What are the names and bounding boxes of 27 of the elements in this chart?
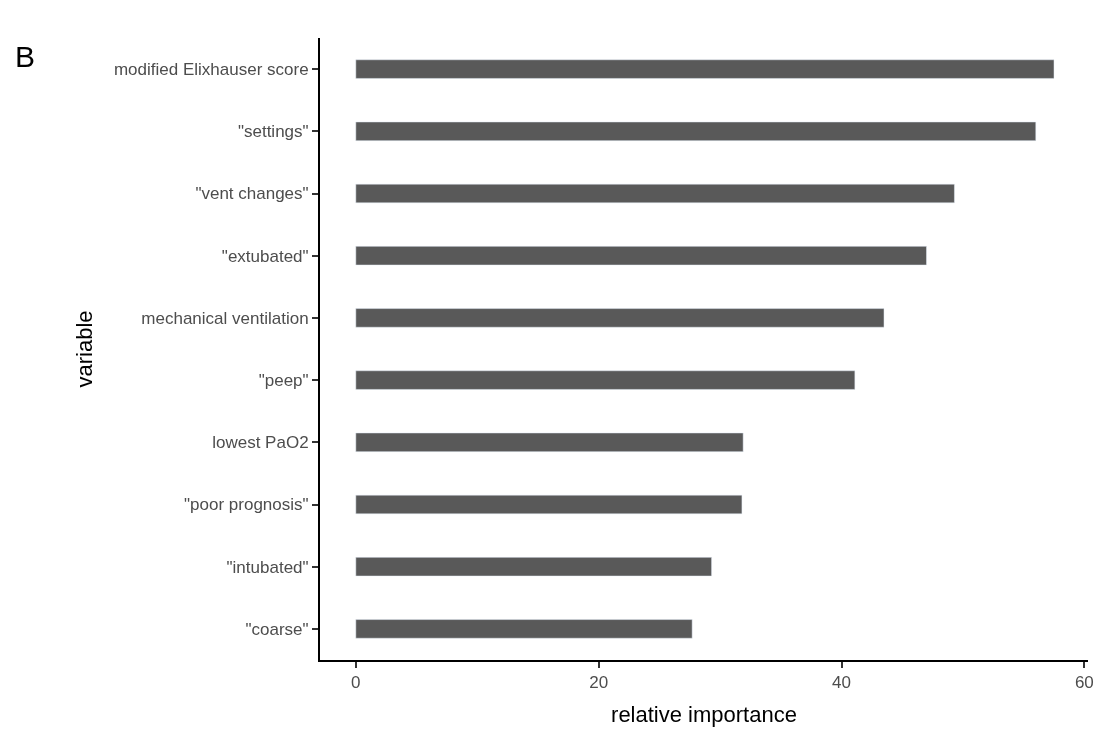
x-tick-label: 60 <box>1074 673 1094 693</box>
x-tick-label: 40 <box>832 673 851 693</box>
bar <box>355 557 712 577</box>
bar <box>355 432 744 452</box>
y-axis-title: variable <box>72 310 98 388</box>
y-tick-label: "extubated" <box>221 246 309 266</box>
text: B <box>15 40 36 73</box>
bar <box>355 308 885 328</box>
bar <box>355 494 743 515</box>
bar <box>355 370 856 390</box>
x-tick-label: 0 <box>351 673 361 693</box>
x-tick-label: 20 <box>589 673 609 693</box>
y-tick-label: mechanical ventilation <box>141 308 309 328</box>
bar <box>355 59 1055 79</box>
bar <box>355 619 693 639</box>
y-tick-label: "peep" <box>258 371 309 391</box>
y-tick-label: "settings" <box>237 122 309 142</box>
y-tick-label: "vent changes" <box>195 184 309 204</box>
x-axis-title: relative importance <box>611 701 797 727</box>
bar <box>355 183 955 204</box>
y-tick-label: lowest PaO2 <box>212 433 309 453</box>
y-tick-label: "poor prognosis" <box>184 495 309 515</box>
y-tick-label: "coarse" <box>245 619 309 639</box>
y-tick-label: modified Elixhauser score <box>113 60 309 80</box>
bar <box>355 246 927 266</box>
y-tick-label: "intubated" <box>226 557 309 577</box>
bar <box>355 121 1037 141</box>
